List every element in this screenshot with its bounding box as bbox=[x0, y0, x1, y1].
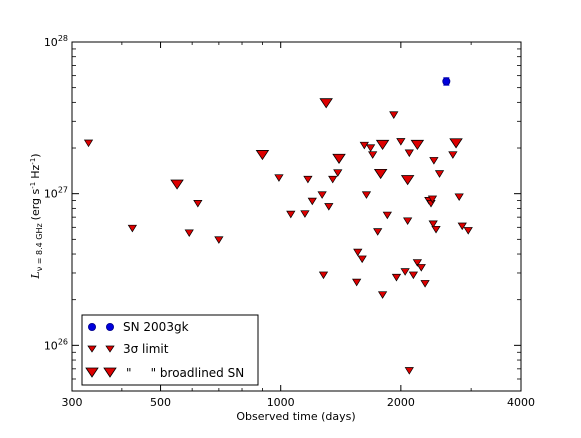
limit-point bbox=[454, 193, 464, 201]
y-axis-label-units-a: (erg s bbox=[29, 188, 42, 220]
limit-point bbox=[333, 169, 343, 177]
limit-point bbox=[127, 224, 138, 233]
limit-point bbox=[352, 278, 362, 287]
limit-point bbox=[300, 210, 310, 218]
limit-point bbox=[463, 227, 473, 235]
y-tick-label-exponent: 28 bbox=[58, 34, 68, 43]
limit-point bbox=[377, 291, 388, 299]
y-axis-label-exp-1: -1 bbox=[29, 182, 37, 189]
broadlined-limit-point bbox=[255, 150, 270, 161]
x-tick-label: 300 bbox=[62, 396, 83, 409]
limit-point bbox=[434, 170, 445, 178]
limit-point bbox=[286, 210, 296, 219]
x-tick-label: 1000 bbox=[267, 396, 295, 409]
limit-point bbox=[404, 149, 414, 158]
limit-point bbox=[303, 175, 313, 184]
y-tick-label: 1028 bbox=[44, 34, 68, 49]
broadlined-limit-point bbox=[449, 138, 463, 149]
limit-point bbox=[368, 151, 378, 159]
limit-point bbox=[457, 222, 467, 231]
limit-point bbox=[391, 273, 402, 282]
y-axis-label-units-b: Hz bbox=[29, 164, 42, 178]
limit-point bbox=[412, 259, 422, 267]
x-axis-label: Observed time (days) bbox=[236, 410, 355, 423]
limit-point bbox=[382, 211, 392, 220]
limit-point bbox=[420, 280, 430, 288]
limit-point bbox=[193, 200, 203, 208]
limit-point bbox=[324, 203, 334, 211]
limit-point bbox=[357, 255, 367, 264]
y-tick-label: 1026 bbox=[44, 337, 68, 352]
broadlined-limit-point bbox=[170, 179, 184, 190]
legend-label-limit: 3σ limit bbox=[123, 342, 169, 356]
y-axis-label-symbol: L bbox=[29, 271, 42, 279]
y-tick-label-exponent: 27 bbox=[58, 186, 68, 195]
y-axis-label-subscript: ν = 8.4 GHz bbox=[35, 223, 44, 271]
limit-point bbox=[328, 175, 338, 184]
y-axis-label-exp-2: -1 bbox=[29, 158, 37, 165]
limit-point bbox=[400, 268, 410, 276]
legend-label-sn2003gk: SN 2003gk bbox=[123, 320, 189, 334]
y-tick-label-base: 10 bbox=[44, 188, 58, 201]
limit-point bbox=[361, 191, 372, 199]
broadlined-limit-point bbox=[375, 139, 390, 151]
x-tick-label: 2000 bbox=[387, 396, 415, 409]
limit-point bbox=[274, 174, 284, 182]
y-tick-label: 1027 bbox=[44, 186, 68, 201]
limit-point bbox=[408, 271, 419, 280]
limit-point bbox=[404, 367, 414, 375]
x-tick-label: 4000 bbox=[507, 396, 535, 409]
broadlined-limit-point bbox=[400, 175, 415, 186]
limit-point bbox=[431, 225, 441, 234]
limit-point bbox=[428, 220, 438, 229]
y-axis-label: Lν = 8.4 GHz(erg s-1Hz-1) bbox=[29, 153, 44, 279]
limit-point bbox=[427, 195, 438, 204]
limit-point bbox=[317, 191, 327, 199]
plot-frame bbox=[71, 41, 522, 392]
limit-point bbox=[307, 197, 317, 206]
limit-point bbox=[83, 139, 94, 148]
limit-point bbox=[318, 271, 329, 280]
limit-point bbox=[214, 236, 224, 244]
limit-point bbox=[366, 144, 376, 152]
legend: SN 2003gk 3σ limit " " broadlined SN bbox=[81, 314, 259, 386]
legend-marker-small-1 bbox=[87, 345, 97, 353]
x-tick-label: 500 bbox=[150, 396, 171, 409]
limit-point bbox=[353, 248, 363, 257]
y-tick-label-exponent: 26 bbox=[58, 337, 68, 346]
broadlined-limit-point bbox=[373, 169, 388, 180]
legend-label-broadlined: " " broadlined SN bbox=[126, 366, 244, 380]
legend-marker-circle-1 bbox=[88, 322, 97, 331]
legend-marker-small-2 bbox=[105, 345, 115, 353]
limit-point bbox=[429, 157, 439, 165]
limit-point bbox=[359, 141, 369, 150]
limit-point bbox=[416, 264, 426, 272]
broadlined-limit-point bbox=[410, 139, 425, 151]
legend-marker-large-2 bbox=[103, 367, 117, 378]
y-tick-label-base: 10 bbox=[44, 36, 58, 49]
y-tick-label-base: 10 bbox=[44, 339, 58, 352]
broadlined-limit-point bbox=[332, 153, 346, 164]
broadlined-limit-point bbox=[319, 98, 333, 109]
limit-point bbox=[426, 200, 436, 208]
detection-point bbox=[442, 77, 451, 86]
legend-marker-circle-2 bbox=[106, 322, 115, 331]
limit-point bbox=[184, 229, 194, 237]
data-marks bbox=[83, 77, 473, 375]
y-axis-label-units-c: ) bbox=[29, 153, 42, 157]
limit-point bbox=[448, 151, 458, 159]
legend-marker-large-1 bbox=[85, 367, 99, 378]
limit-point bbox=[403, 217, 413, 225]
limit-point bbox=[396, 138, 406, 146]
limit-point bbox=[389, 111, 399, 119]
limit-point bbox=[373, 228, 383, 236]
